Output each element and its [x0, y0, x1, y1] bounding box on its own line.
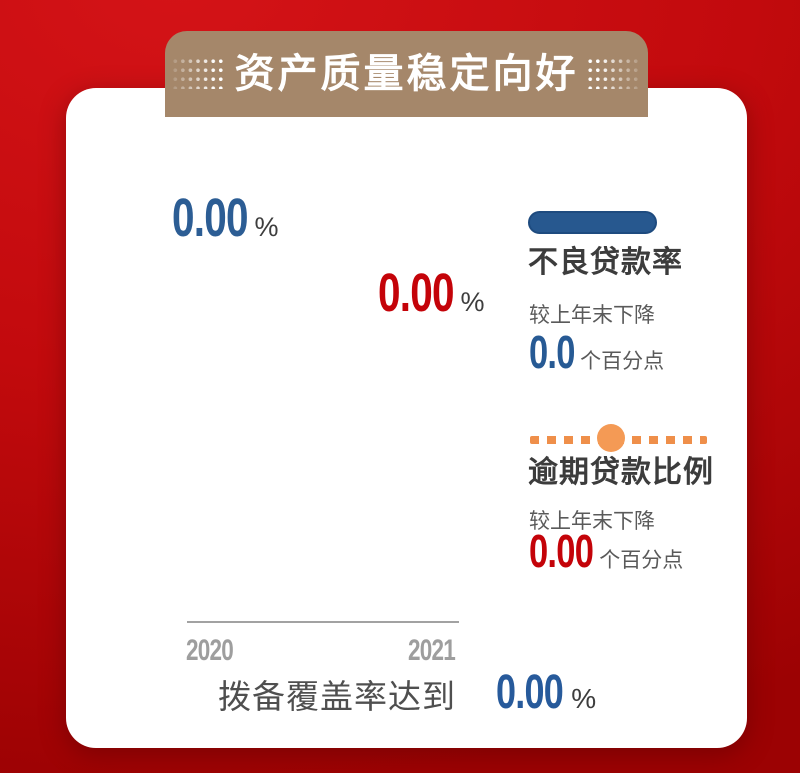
legend-item-npl-ratio: 不良贷款率 较上年末下降 0.0 个百分点: [528, 208, 738, 380]
solid-line-marker-icon: [528, 211, 657, 234]
data-label-2020-unit: %: [254, 212, 279, 242]
change-value: 0.0: [529, 326, 575, 378]
change-row: 0.00 个百分点: [529, 528, 683, 574]
data-label-2021-unit: %: [460, 287, 485, 317]
dot-pattern-left-icon: [173, 59, 225, 89]
dot-pattern-right-icon: [588, 59, 640, 89]
provision-coverage-value: 0.00: [496, 666, 564, 719]
change-label: 较上年末下降: [529, 304, 655, 327]
x-axis-line: [187, 621, 459, 623]
change-value: 0.00: [529, 525, 594, 577]
content-card: [66, 88, 747, 748]
provision-coverage-label: 拨备覆盖率达到: [218, 678, 456, 715]
legend-item-overdue-ratio: 逾期贷款比例 较上年末下降 0.00 个百分点: [528, 424, 738, 594]
x-tick-2021: 2021: [408, 636, 471, 666]
data-label-2021: 0.00 %: [378, 266, 484, 320]
circle-marker-icon: [597, 424, 625, 452]
legend-title: 不良贷款率: [528, 246, 683, 279]
change-row: 0.0 个百分点: [529, 329, 664, 375]
provision-coverage-row: 拨备覆盖率达到 0.00 %: [218, 669, 596, 717]
change-label: 较上年末下降: [529, 510, 655, 533]
provision-coverage-unit: %: [571, 683, 597, 714]
x-tick-2020: 2020: [186, 636, 249, 666]
change-unit: 个百分点: [580, 350, 665, 373]
x-tick-2021-label: 2021: [408, 634, 456, 667]
data-label-2020-value: 0.00: [172, 188, 249, 248]
page-title: 资产质量稳定向好: [234, 52, 579, 96]
data-label-2021-value: 0.00: [378, 263, 455, 323]
legend-title: 逾期贷款比例: [528, 456, 714, 489]
x-tick-2020-label: 2020: [186, 634, 234, 667]
header-banner: 资产质量稳定向好: [165, 31, 648, 117]
data-label-2020: 0.00 %: [172, 191, 278, 245]
change-unit: 个百分点: [599, 549, 684, 572]
